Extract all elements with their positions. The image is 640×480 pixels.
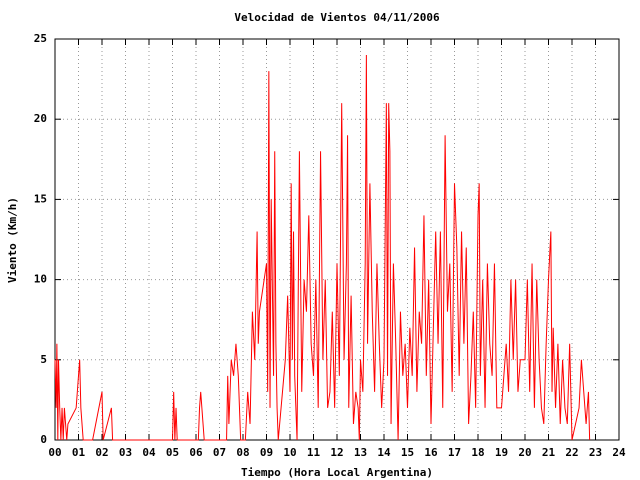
x-tick-label: 22 — [565, 446, 578, 459]
x-tick-label: 20 — [518, 446, 531, 459]
x-tick-label: 19 — [495, 446, 508, 459]
x-tick-label: 16 — [424, 446, 438, 459]
x-tick-label: 15 — [401, 446, 414, 459]
x-tick-label: 12 — [330, 446, 343, 459]
x-tick-label: 24 — [612, 446, 626, 459]
x-axis-label: Tiempo (Hora Local Argentina) — [241, 466, 433, 479]
plot-border — [54, 38, 620, 441]
x-tick-label: 01 — [72, 446, 86, 459]
y-tick-label: 20 — [34, 112, 47, 125]
x-tick-label: 13 — [354, 446, 367, 459]
x-tick-label: 08 — [236, 446, 249, 459]
x-tick-label: 18 — [471, 446, 484, 459]
x-tick-label: 02 — [95, 446, 108, 459]
x-tick-label: 09 — [260, 446, 273, 459]
y-tick-label: 25 — [34, 32, 47, 45]
y-axis-label: Viento (Km/h) — [6, 197, 19, 283]
x-tick-label: 10 — [283, 446, 296, 459]
y-tick-label: 15 — [34, 192, 47, 205]
y-tick-label: 5 — [40, 353, 47, 366]
x-tick-label: 00 — [48, 446, 61, 459]
y-tick-label: 10 — [34, 273, 47, 286]
x-tick-label: 21 — [542, 446, 556, 459]
data-line — [54, 55, 591, 441]
x-tick-label: 14 — [377, 446, 391, 459]
x-tick-label: 06 — [189, 446, 203, 459]
x-tick-label: 07 — [213, 446, 226, 459]
y-tick-label: 0 — [40, 433, 47, 446]
x-tick-label: 17 — [448, 446, 461, 459]
x-tick-label: 11 — [307, 446, 321, 459]
x-tick-label: 23 — [589, 446, 602, 459]
chart-title: Velocidad de Vientos 04/11/2006 — [234, 11, 440, 24]
x-tick-label: 03 — [119, 446, 132, 459]
x-tick-label: 04 — [142, 446, 156, 459]
x-tick-label: 05 — [166, 446, 179, 459]
